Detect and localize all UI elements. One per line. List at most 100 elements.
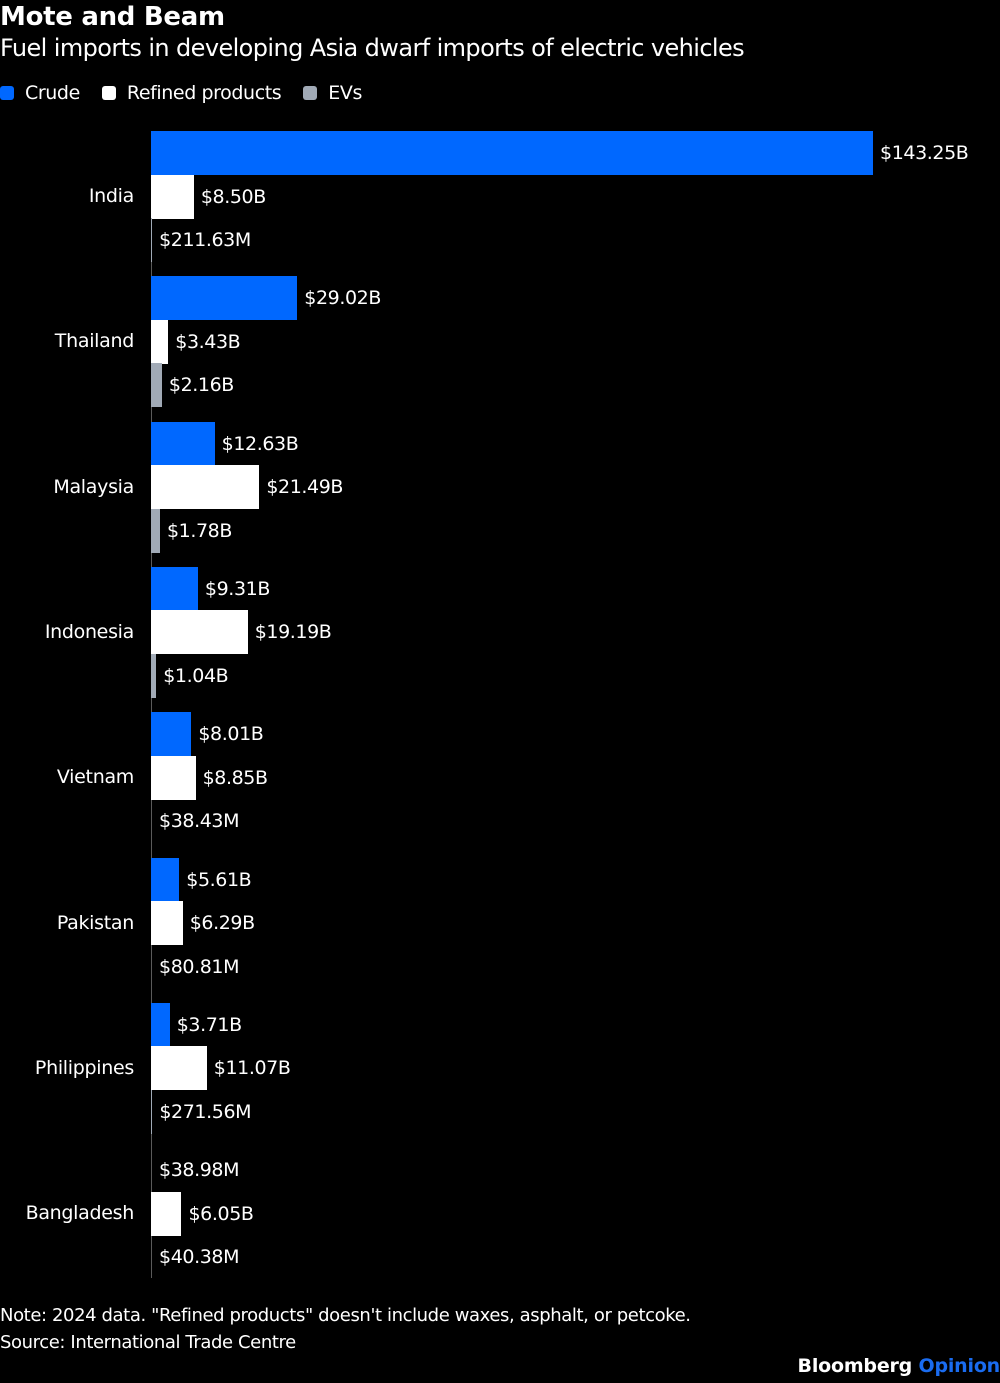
bar-row-evs: $38.43M <box>151 799 239 843</box>
bar-value-label: $38.43M <box>159 810 240 833</box>
bar-value-label: $1.78B <box>166 519 232 542</box>
bar-chart: India $143.25B $8.50B $211.63M Thailand $29.0… <box>0 131 1000 1281</box>
bar-value-label: $143.25B <box>880 142 969 164</box>
bar <box>151 319 169 364</box>
bar <box>151 174 194 219</box>
bar-group-india: India $143.25B $8.50B $211.63M <box>0 131 1000 276</box>
legend-label: Crude <box>25 82 80 104</box>
bar-group-indonesia: Indonesia $9.31B $19.19B $1.04B <box>0 566 1000 712</box>
bar <box>151 1191 182 1236</box>
bar <box>151 901 183 945</box>
bar-row-evs: $271.56M <box>151 1089 252 1134</box>
brand-primary: Bloomberg <box>797 1355 913 1377</box>
bar <box>151 1002 170 1047</box>
bar-value-label: $12.63B <box>221 432 299 455</box>
category-label: Bangladesh <box>25 1202 135 1225</box>
bar-row-refined-products: $8.50B <box>151 174 266 219</box>
bar <box>151 1089 153 1134</box>
bar-row-crude: $12.63B <box>151 421 299 466</box>
brand-secondary: Opinion <box>918 1355 1000 1377</box>
bar-row-evs: $1.78B <box>151 508 232 553</box>
bar-row-refined-products: $19.19B <box>151 610 332 655</box>
bar-row-evs: $40.38M <box>151 1235 239 1279</box>
bar-row-crude: $5.61B <box>151 857 252 902</box>
y-axis-line <box>151 131 152 1279</box>
bar-value-label: $8.50B <box>200 185 266 208</box>
bar <box>151 465 260 510</box>
bar-value-label: $6.05B <box>188 1202 254 1225</box>
bar-value-label: $1.04B <box>163 664 229 687</box>
bar-value-label: $9.31B <box>204 577 270 600</box>
bar <box>151 610 248 655</box>
legend-swatch-evs-icon <box>303 86 318 100</box>
bar-row-refined-products: $6.29B <box>151 901 255 945</box>
bar-value-label: $6.29B <box>189 912 255 934</box>
legend-item-refined: Refined products <box>101 79 282 107</box>
bar-group-pakistan: Pakistan $5.61B $6.29B $80.81M <box>0 857 1000 1003</box>
category-label: Vietnam <box>56 766 134 789</box>
bar <box>151 131 873 175</box>
bar-row-evs: $211.63M <box>151 218 251 262</box>
legend-item-crude: Crude <box>0 79 80 107</box>
bar-row-crude: $29.02B <box>151 276 381 321</box>
legend: Crude Refined products EVs <box>0 79 384 107</box>
bar <box>151 653 157 698</box>
bar-row-crude: $3.71B <box>151 1002 242 1047</box>
bar-value-label: $38.98M <box>159 1159 240 1182</box>
bar <box>151 755 196 800</box>
bar-value-label: $8.01B <box>198 723 264 746</box>
category-label: Thailand <box>54 330 135 353</box>
bar-value-label: $2.16B <box>168 374 234 397</box>
bar <box>151 421 215 466</box>
bar-value-label: $80.81M <box>159 955 240 978</box>
source-text: Source: International Trade Centre <box>0 1332 296 1353</box>
chart-title: Mote and Beam <box>0 2 225 32</box>
chart-subtitle: Fuel imports in developing Asia dwarf im… <box>0 34 745 62</box>
legend-swatch-crude-icon <box>0 86 14 100</box>
bar-row-crude: $9.31B <box>151 566 270 611</box>
bar-group-malaysia: Malaysia $12.63B $21.49B $1.78B <box>0 421 1000 567</box>
bar-value-label: $40.38M <box>159 1246 240 1269</box>
bar-value-label: $21.49B <box>266 476 344 499</box>
brand-logo: Bloomberg Opinion <box>798 1355 1000 1377</box>
category-label: Philippines <box>34 1056 134 1079</box>
bar-row-refined-products: $11.07B <box>151 1046 291 1091</box>
bar-value-label: $11.07B <box>213 1057 291 1080</box>
bar <box>151 218 153 262</box>
bar-row-evs: $1.04B <box>151 653 229 698</box>
bar-value-label: $3.43B <box>175 330 241 353</box>
bar-row-crude: $8.01B <box>151 712 264 757</box>
bar <box>151 508 160 553</box>
bar-group-thailand: Thailand $29.02B $3.43B $2.16B <box>0 276 1000 421</box>
legend-item-evs: EVs <box>303 79 362 107</box>
bar-row-refined-products: $8.85B <box>151 755 268 800</box>
bar-value-label: $29.02B <box>304 287 381 310</box>
bar-row-refined-products: $6.05B <box>151 1191 254 1236</box>
bar-row-crude: $143.25B <box>151 131 969 175</box>
bar-value-label: $5.61B <box>186 868 252 891</box>
bar-group-bangladesh: Bangladesh $38.98M $6.05B $40.38M <box>0 1148 1000 1293</box>
category-label: Pakistan <box>56 911 134 934</box>
bar <box>151 276 298 321</box>
bar-group-vietnam: Vietnam $8.01B $8.85B $38.43M <box>0 712 1000 857</box>
bar-row-evs: $2.16B <box>151 363 234 408</box>
bar-row-evs: $80.81M <box>151 945 239 989</box>
bar <box>151 566 198 611</box>
bar <box>151 363 162 408</box>
note-text: Note: 2024 data. "Refined products" does… <box>0 1305 691 1326</box>
bar-group-philippines: Philippines $3.71B $11.07B $271.56M <box>0 1002 1000 1148</box>
bar-value-label: $271.56M <box>159 1100 252 1123</box>
category-label: India <box>88 185 134 207</box>
legend-label: EVs <box>328 82 362 104</box>
bar <box>151 857 180 902</box>
bar-row-refined-products: $21.49B <box>151 465 344 510</box>
category-label: Malaysia <box>53 475 134 498</box>
footnote: Note: 2024 data. "Refined products" does… <box>0 1302 691 1356</box>
bar-value-label: $8.85B <box>202 766 268 789</box>
bar <box>151 712 192 757</box>
bar-row-crude: $38.98M <box>151 1148 239 1192</box>
bar-row-refined-products: $3.43B <box>151 319 241 364</box>
bar-value-label: $19.19B <box>254 621 332 644</box>
bar-value-label: $3.71B <box>176 1013 242 1036</box>
